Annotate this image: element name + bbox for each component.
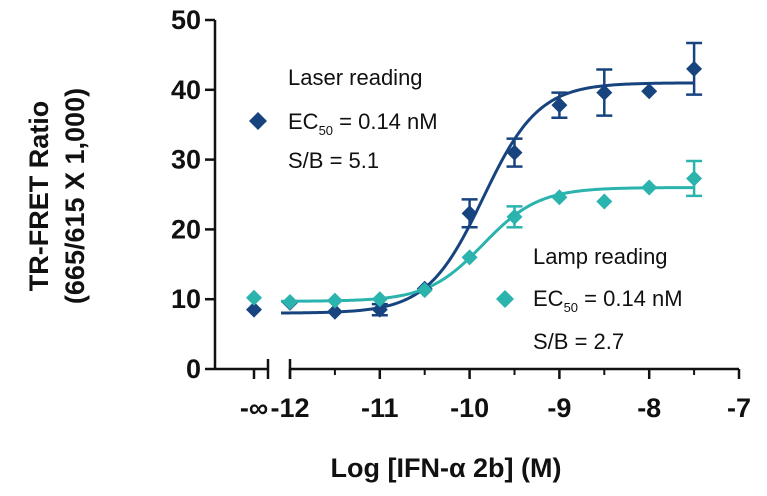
legend-lamp: Lamp reading EC50 = 0.14 nM S/B = 2.7: [496, 244, 683, 354]
legend-lamp-ec50-value: = 0.14 nM: [578, 286, 683, 311]
fit-curve-laser: [281, 81, 695, 315]
data-point-laser: [506, 144, 523, 161]
legend-laser-marker: [249, 112, 267, 130]
y-axis-title-line2: (665/615 X 1,000): [60, 88, 90, 304]
data-point-laser: [246, 301, 262, 318]
legend-lamp-marker: [496, 290, 514, 308]
data-point-lamp: [686, 170, 703, 187]
data-point-lamp: [461, 249, 478, 266]
legend-lamp-ec50-sub: 50: [564, 300, 578, 315]
legend-lamp-sb: S/B = 2.7: [533, 329, 624, 354]
data-point-lamp: [371, 291, 388, 308]
data-point-laser: [686, 60, 703, 77]
axes: 0 10 20 30 40 50 -∞ -12 -11 -10 -9 -8 -7: [171, 5, 751, 423]
data-point-lamp: [326, 292, 343, 309]
legend-laser: Laser reading EC50 = 0.14 nM S/B = 5.1: [249, 65, 438, 173]
x-tick-label: -10: [450, 393, 489, 423]
fitted-curves: [281, 81, 695, 315]
y-tick-label: 30: [171, 145, 201, 175]
data-point-lamp: [282, 293, 298, 310]
x-tick-label: -12: [270, 393, 309, 423]
data-point-lamp: [506, 208, 523, 225]
data-point-laser: [371, 301, 388, 318]
legend-laser-ec50-label: EC: [288, 109, 319, 134]
data-point-lamp: [551, 189, 568, 206]
legend-lamp-ec50: EC50 = 0.14 nM: [533, 286, 683, 315]
x-axis-title: Log [IFN-α 2b] (M): [330, 453, 561, 483]
data-point-laser: [596, 84, 613, 101]
y-tick-label: 10: [171, 284, 201, 314]
x-tick-label: -11: [361, 393, 399, 423]
data-point-lamp: [596, 193, 613, 210]
y-axis-title-line1: TR-FRET Ratio: [24, 101, 54, 291]
legend-laser-name: Laser reading: [288, 65, 423, 90]
x-tick-label: -∞: [240, 393, 268, 423]
y-tick-label: 20: [171, 214, 201, 244]
legend-laser-ec50-sub: 50: [319, 123, 333, 138]
data-point-laser: [641, 83, 658, 100]
x-tick-label: -7: [727, 393, 751, 423]
data-point-laser: [551, 97, 568, 114]
fit-curve-lamp: [281, 186, 695, 303]
legend-lamp-name: Lamp reading: [533, 244, 668, 269]
data-point-laser: [326, 303, 343, 320]
y-tick-label: 50: [171, 5, 201, 35]
legend-laser-sb: S/B = 5.1: [288, 148, 379, 173]
data-point-lamp: [641, 179, 658, 196]
x-axis-break-gap: [269, 366, 289, 373]
legend-laser-ec50: EC50 = 0.14 nM: [288, 109, 438, 138]
y-tick-label: 40: [171, 75, 201, 105]
x-tick-label: -9: [547, 393, 571, 423]
data-points: [246, 41, 703, 320]
x-tick-label: -8: [637, 393, 661, 423]
data-point-laser: [461, 205, 478, 222]
legend-laser-ec50-value: = 0.14 nM: [333, 109, 438, 134]
y-tick-label: 0: [186, 354, 201, 384]
data-point-lamp: [416, 282, 433, 299]
data-point-lamp: [246, 289, 262, 306]
legend-lamp-ec50-label: EC: [533, 286, 564, 311]
